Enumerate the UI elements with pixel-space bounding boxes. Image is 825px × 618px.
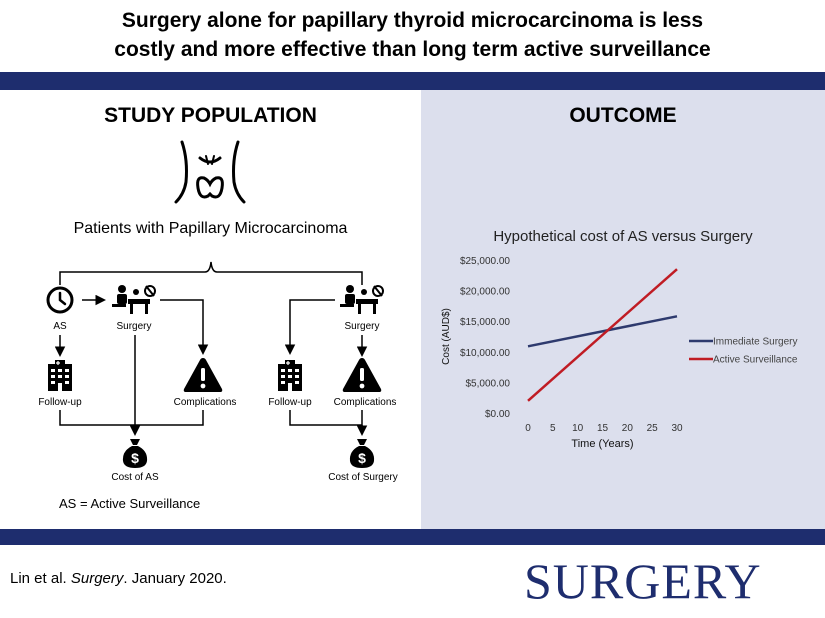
neck-thyroid-icon xyxy=(174,140,246,204)
warning-icon xyxy=(183,358,223,392)
building-icon xyxy=(278,360,302,391)
abbreviation-note: AS = Active Surveillance xyxy=(59,496,201,511)
x-tick-label: 0 xyxy=(525,423,531,434)
y-tick-label: $20,000.00 xyxy=(460,287,510,298)
outcome-panel xyxy=(421,90,825,529)
followup-label-right: Follow-up xyxy=(268,397,312,408)
legend-label-1: Active Surveillance xyxy=(713,355,798,366)
title-line-2: costly and more effective than long term… xyxy=(114,38,711,61)
x-tick-label: 20 xyxy=(622,423,634,434)
bottom-divider-bar xyxy=(0,529,825,545)
money-bag-icon: $ xyxy=(122,439,148,468)
y-tick-label: $10,000.00 xyxy=(460,348,510,359)
citation-journal: Surgery xyxy=(70,570,124,587)
citation-authors: Lin et al. xyxy=(10,570,71,587)
building-icon xyxy=(48,360,72,391)
x-tick-label: 30 xyxy=(671,423,683,434)
x-tick-label: 10 xyxy=(572,423,584,434)
series-line-0 xyxy=(527,315,678,348)
y-tick-label: $0.00 xyxy=(485,409,510,420)
patients-label: Patients with Papillary Microcarcinoma xyxy=(73,220,348,237)
svg-text:$: $ xyxy=(131,450,139,466)
complications-label-left: Complications xyxy=(173,397,237,408)
cost-of-surgery-label: Cost of Surgery xyxy=(328,472,398,483)
surgery-label-left: Surgery xyxy=(116,321,152,332)
y-axis-label: Cost (AUD$) xyxy=(441,308,452,365)
top-divider-bar xyxy=(0,72,825,90)
x-axis-label: Time (Years) xyxy=(571,438,633,450)
surgery-icon xyxy=(112,285,156,314)
surgery-icon xyxy=(340,285,384,314)
followup-label-left: Follow-up xyxy=(38,397,82,408)
series-line-1 xyxy=(527,268,678,402)
warning-icon xyxy=(342,358,382,392)
infographic-title: Surgery alone for papillary thyroid micr… xyxy=(0,6,825,64)
money-bag-icon: $ xyxy=(349,439,375,468)
citation-date: . January 2020. xyxy=(123,570,227,587)
x-tick-label: 5 xyxy=(550,423,556,434)
outcome-heading: OUTCOME xyxy=(569,104,677,127)
thyroid-gland-icon xyxy=(196,176,224,199)
y-tick-label: $5,000.00 xyxy=(466,378,511,389)
citation: Lin et al. Surgery. January 2020. xyxy=(10,570,227,587)
as-label: AS xyxy=(53,321,67,332)
journal-logo: SURGERY xyxy=(524,553,762,609)
clock-icon xyxy=(46,286,74,314)
x-tick-label: 25 xyxy=(647,423,659,434)
chart-title: Hypothetical cost of AS versus Surgery xyxy=(493,228,753,245)
cost-line-chart: $0.00 $5,000.00 $10,000.00 $15,000.00 $20,00… xyxy=(441,256,798,450)
cost-of-as-label: Cost of AS xyxy=(111,472,159,483)
study-population-heading: STUDY POPULATION xyxy=(104,104,317,127)
svg-text:$: $ xyxy=(358,450,366,466)
surgery-label-right: Surgery xyxy=(344,321,380,332)
legend-label-0: Immediate Surgery xyxy=(713,337,797,348)
title-line-1: Surgery alone for papillary thyroid micr… xyxy=(121,9,704,32)
x-tick-label: 15 xyxy=(597,423,609,434)
y-tick-label: $25,000.00 xyxy=(460,256,510,267)
flow-diagram-lines xyxy=(54,261,368,436)
complications-label-right: Complications xyxy=(333,397,397,408)
y-tick-label: $15,000.00 xyxy=(460,317,510,328)
